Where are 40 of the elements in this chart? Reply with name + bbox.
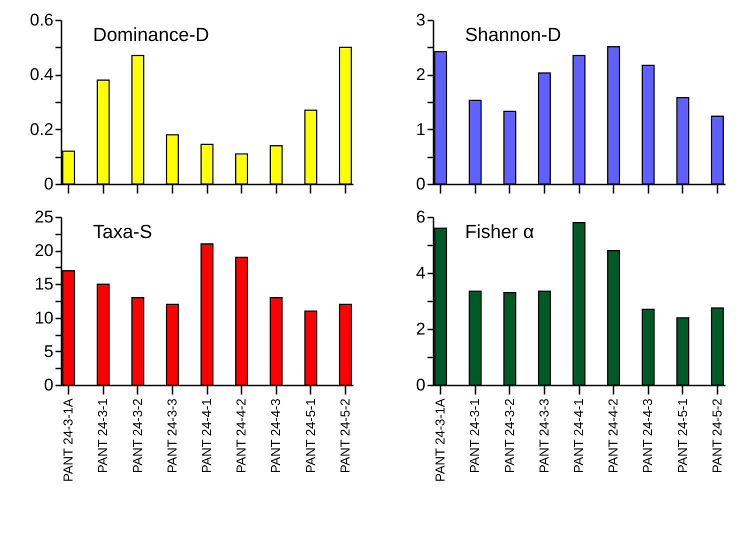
y-tick-label: 0 bbox=[416, 174, 426, 194]
y-tick-label: 0.2 bbox=[30, 120, 54, 139]
y-tick-label: 1 bbox=[416, 120, 426, 139]
x-tick-label: PANT 24-5-1 bbox=[674, 398, 690, 474]
y-tick-label: 5 bbox=[44, 342, 54, 361]
y-tick-label: 25 bbox=[34, 208, 54, 226]
x-tick-label: PANT 24-4-1 bbox=[199, 398, 214, 474]
chart-title: Shannon-D bbox=[465, 25, 562, 46]
y-tick-label: 3 bbox=[416, 10, 426, 30]
x-tick-label: PANT 24-5-1 bbox=[302, 398, 318, 474]
y-tick-label: 0 bbox=[44, 376, 54, 394]
chart-title: Taxa-S bbox=[93, 222, 152, 243]
y-tick-label: 0.6 bbox=[30, 10, 54, 30]
x-tick-label: PANT 24-3-1A bbox=[432, 398, 448, 482]
y-tick-label: 6 bbox=[416, 208, 426, 226]
y-tick-label: 15 bbox=[34, 274, 54, 294]
y-tick-label: 20 bbox=[34, 241, 54, 260]
y-tick-label: 2 bbox=[416, 65, 426, 84]
y-tick-label: 0 bbox=[44, 174, 54, 194]
x-tick-label: PANT 24-4-3 bbox=[640, 398, 656, 474]
x-tick-label: PANT 24-3-1A bbox=[60, 398, 76, 482]
x-tick-label: PANT 24-5-2 bbox=[709, 398, 724, 474]
x-tick-label: PANT 24-4-1 bbox=[571, 398, 586, 474]
x-tick-label: PANT 24-3-1 bbox=[95, 398, 110, 474]
x-tick-label: PANT 24-3-3 bbox=[536, 398, 552, 474]
x-tick-label: PANT 24-4-3 bbox=[268, 398, 284, 474]
y-tick-label: 2 bbox=[416, 320, 426, 338]
x-tick-label: PANT 24-4-2 bbox=[234, 398, 249, 474]
y-tick-label: 0.4 bbox=[30, 65, 54, 84]
x-tick-label: PANT 24-3-2 bbox=[502, 398, 517, 474]
y-tick-label: 4 bbox=[416, 264, 426, 282]
x-tick-label: PANT 24-3-1 bbox=[467, 398, 482, 474]
chart-title: Fisher α bbox=[465, 222, 534, 243]
y-tick-label: 0 bbox=[416, 376, 426, 394]
x-tick-label: PANT 24-3-3 bbox=[164, 398, 180, 474]
x-tick-label: PANT 24-4-2 bbox=[606, 398, 621, 474]
x-tick-label: PANT 24-3-2 bbox=[130, 398, 145, 474]
y-tick-label: 10 bbox=[34, 308, 54, 328]
chart-title: Dominance-D bbox=[93, 25, 210, 46]
x-tick-label: PANT 24-5-2 bbox=[337, 398, 352, 474]
